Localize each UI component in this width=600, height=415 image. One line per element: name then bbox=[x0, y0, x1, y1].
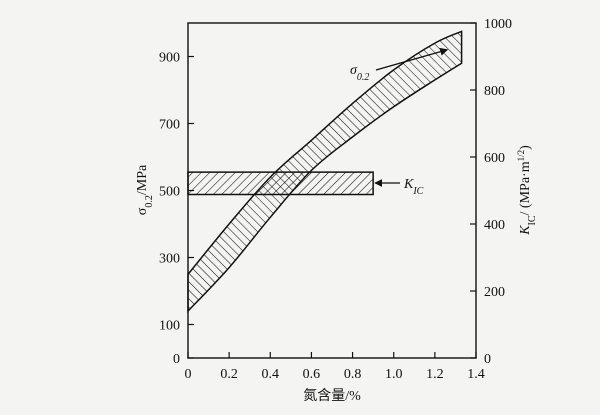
x-axis-title: 氮含量/% bbox=[303, 388, 361, 404]
x-tick-label: 0.8 bbox=[344, 367, 362, 382]
x-tick-label: 0.2 bbox=[220, 367, 238, 382]
x-tick-label: 0.6 bbox=[303, 367, 321, 382]
y-left-tick-label: 900 bbox=[159, 51, 180, 66]
y-right-tick-label: 200 bbox=[484, 285, 505, 300]
y-left-tick-label: 0 bbox=[173, 352, 180, 367]
y-right-tick-label: 1000 bbox=[484, 17, 512, 32]
x-tick-label: 1.2 bbox=[426, 367, 444, 382]
y-left-tick-label: 700 bbox=[159, 118, 180, 133]
bands-layer bbox=[187, 30, 463, 313]
x-axis: 0 0.2 0.4 0.6 0.8 1.0 1.2 1.4 bbox=[185, 352, 485, 382]
x-tick-label: 1.0 bbox=[385, 367, 403, 382]
y-right-tick-label: 0 bbox=[484, 352, 491, 367]
x-tick-label: 0.4 bbox=[262, 367, 280, 382]
series-arrow-sigma bbox=[375, 47, 449, 71]
y-axis-right-title: KIC/ (MPa·m1/2) bbox=[516, 145, 538, 236]
kic-band bbox=[187, 171, 374, 196]
sigma-band bbox=[187, 30, 463, 313]
y-right-tick-label: 400 bbox=[484, 218, 505, 233]
y-right-tick-label: 600 bbox=[484, 151, 505, 166]
y-axis-right: 0 200 400 600 800 1000 bbox=[470, 17, 512, 367]
x-tick-label: 0 bbox=[185, 367, 192, 382]
y-right-tick-label: 800 bbox=[484, 84, 505, 99]
series-label-sigma: σ0.2 bbox=[350, 63, 369, 83]
series-labels: σ0.2 KIC bbox=[350, 47, 449, 197]
y-axis-left: 0 100 300 500 700 900 bbox=[159, 51, 194, 367]
y-left-tick-label: 300 bbox=[159, 252, 180, 267]
series-label-kic: KIC bbox=[403, 177, 424, 197]
x-tick-label: 1.4 bbox=[467, 367, 485, 382]
y-left-tick-label: 100 bbox=[159, 319, 180, 334]
y-axis-left-title: σ0.2/MPa bbox=[135, 164, 155, 215]
y-left-tick-label: 500 bbox=[159, 185, 180, 200]
